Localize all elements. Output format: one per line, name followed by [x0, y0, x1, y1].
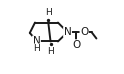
Text: H: H: [33, 44, 40, 53]
Text: O: O: [72, 40, 81, 50]
Text: H: H: [47, 47, 54, 56]
Text: N: N: [64, 27, 71, 37]
Text: H: H: [45, 8, 52, 17]
Text: N: N: [33, 36, 40, 46]
Text: O: O: [80, 27, 88, 37]
